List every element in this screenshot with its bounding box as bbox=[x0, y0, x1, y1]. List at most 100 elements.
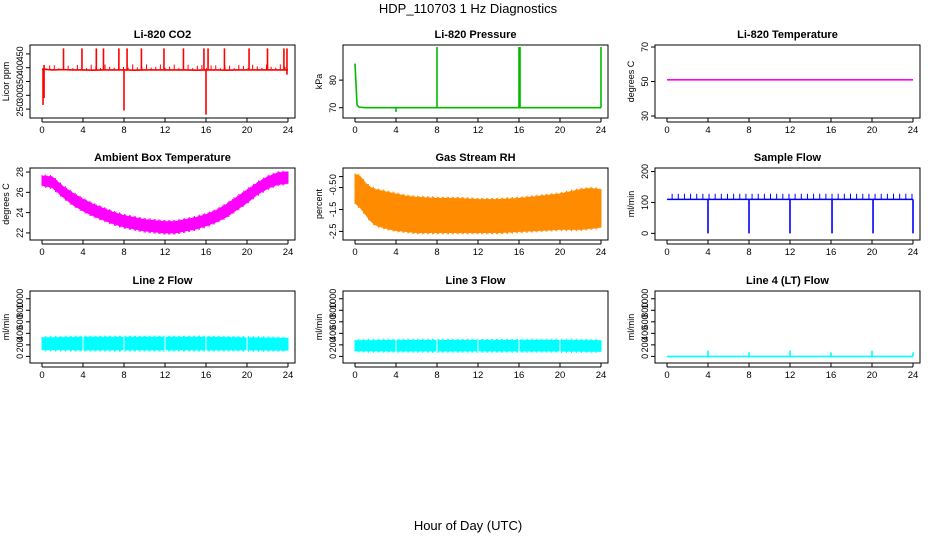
plot-frame bbox=[342, 167, 609, 241]
panel-title: Line 2 Flow bbox=[133, 275, 193, 287]
y-tick-label: 0 bbox=[640, 354, 650, 359]
x-axis-caption: Hour of Day (UTC) bbox=[413, 518, 523, 533]
x-tick-label: 8 bbox=[746, 247, 751, 258]
panel-title: Ambient Box Temperature bbox=[94, 152, 231, 164]
x-tick-label: 0 bbox=[664, 247, 669, 258]
panel-title: Line 3 Flow bbox=[446, 275, 506, 287]
x-tick-label: 16 bbox=[201, 125, 212, 136]
x-tick-label: 12 bbox=[160, 125, 171, 136]
y-tick-label: 250 bbox=[15, 102, 25, 117]
y-tick-label: 0 bbox=[640, 231, 650, 236]
y-tick-label: 800 bbox=[15, 303, 25, 318]
y-tick-label: 22 bbox=[15, 228, 25, 238]
y-tick-label: 0 bbox=[328, 354, 338, 359]
y-tick-label: 400 bbox=[15, 326, 25, 341]
x-tick-label: 20 bbox=[242, 370, 253, 381]
plot-frame bbox=[654, 167, 921, 241]
y-tick-label: 400 bbox=[640, 326, 650, 341]
x-tick-label: 12 bbox=[473, 125, 484, 136]
x-tick-label: 20 bbox=[555, 125, 566, 136]
panel-2: Li-820 Temperature degrees C 0 4 8 12 16 20 24 30… bbox=[626, 29, 921, 136]
y-tick-label: 1000 bbox=[328, 289, 338, 309]
y-axis-label: degrees C bbox=[1, 183, 11, 225]
x-tick-label: 0 bbox=[664, 125, 669, 136]
x-tick-label: 16 bbox=[201, 370, 212, 381]
x-tick-label: 4 bbox=[705, 247, 710, 258]
y-tick-label: 450 bbox=[15, 46, 25, 61]
x-tick-label: 8 bbox=[121, 370, 126, 381]
x-tick-label: 16 bbox=[826, 125, 837, 136]
y-tick-label: 0 bbox=[328, 174, 338, 179]
y-tick-label: 600 bbox=[640, 314, 650, 329]
x-tick-label: 4 bbox=[80, 370, 85, 381]
x-tick-label: 4 bbox=[80, 125, 85, 136]
panel-8: Line 4 (LT) Flow ml/min 0 4 8 12 16 20 24 0 200400… bbox=[626, 275, 921, 381]
x-tick-label: 8 bbox=[434, 125, 439, 136]
panel-title: Line 4 (LT) Flow bbox=[746, 275, 829, 287]
y-axis-label: ml/min bbox=[626, 314, 636, 341]
series-line bbox=[354, 63, 601, 109]
y-tick-label: 200 bbox=[640, 337, 650, 352]
y-axis-label: ml/min bbox=[314, 314, 324, 341]
panel-4: Gas Stream RH percent 0 4 8 12 16 20 24 -2.5 -1.5 -… bbox=[314, 152, 609, 258]
y-tick-label: 600 bbox=[328, 314, 338, 329]
x-tick-label: 4 bbox=[393, 247, 398, 258]
y-tick-label: 600 bbox=[15, 314, 25, 329]
x-tick-label: 8 bbox=[746, 125, 751, 136]
panel-1: Li-820 Pressure kPa 0 4 8 12 16 20 24 70 80 bbox=[314, 29, 609, 136]
x-tick-label: 24 bbox=[283, 247, 294, 258]
x-tick-label: 16 bbox=[514, 370, 525, 381]
x-tick-label: 20 bbox=[555, 370, 566, 381]
x-tick-label: 12 bbox=[473, 247, 484, 258]
x-tick-label: 20 bbox=[867, 370, 878, 381]
y-tick-label: -2.5 bbox=[328, 224, 338, 240]
figure-title: HDP_110703 1 Hz Diagnostics bbox=[378, 1, 558, 16]
panel-title: Sample Flow bbox=[754, 152, 822, 164]
y-axis-label: kPa bbox=[314, 74, 324, 90]
y-tick-label: 400 bbox=[328, 326, 338, 341]
y-tick-label: 1000 bbox=[640, 289, 650, 309]
y-tick-label: 26 bbox=[15, 187, 25, 197]
panel-title: Gas Stream RH bbox=[435, 152, 515, 164]
x-tick-label: 4 bbox=[80, 247, 85, 258]
y-tick-label: 70 bbox=[640, 42, 650, 52]
panel-title: Li-820 Pressure bbox=[435, 29, 517, 41]
x-tick-label: 20 bbox=[867, 247, 878, 258]
x-tick-label: 16 bbox=[201, 247, 212, 258]
x-tick-label: 24 bbox=[908, 125, 919, 136]
panel-6: Line 2 Flow ml/min 0 4 8 12 16 20 24 0 20040060080… bbox=[1, 275, 296, 381]
x-tick-label: 12 bbox=[785, 370, 796, 381]
x-tick-label: 24 bbox=[283, 370, 294, 381]
panel-title: Li-820 Temperature bbox=[737, 29, 838, 41]
y-tick-label: 24 bbox=[15, 208, 25, 218]
x-tick-label: 4 bbox=[705, 125, 710, 136]
x-tick-label: 24 bbox=[596, 247, 607, 258]
x-tick-label: 16 bbox=[514, 247, 525, 258]
panel-3: Ambient Box Temperature degrees C 0 4 8 12 16 2… bbox=[1, 152, 296, 258]
plot-frame bbox=[342, 290, 609, 364]
y-tick-label: 30 bbox=[640, 111, 650, 121]
x-tick-label: 4 bbox=[393, 125, 398, 136]
x-tick-label: 24 bbox=[908, 247, 919, 258]
y-tick-label: 300 bbox=[15, 88, 25, 103]
x-tick-label: 0 bbox=[39, 370, 44, 381]
x-tick-label: 20 bbox=[242, 247, 253, 258]
x-tick-label: 24 bbox=[283, 125, 294, 136]
x-tick-label: 8 bbox=[121, 125, 126, 136]
x-tick-label: 16 bbox=[514, 125, 525, 136]
plot-frame bbox=[654, 44, 921, 119]
x-tick-label: 4 bbox=[393, 370, 398, 381]
x-tick-label: 24 bbox=[596, 125, 607, 136]
y-axis-label: degrees C bbox=[626, 60, 636, 102]
y-tick-label: 80 bbox=[328, 75, 338, 85]
x-tick-label: 0 bbox=[352, 370, 357, 381]
y-tick-label: 200 bbox=[640, 164, 650, 179]
y-tick-label: 400 bbox=[15, 60, 25, 75]
y-tick-label: 1000 bbox=[15, 289, 25, 309]
plot-frame bbox=[29, 290, 296, 364]
plot-frame bbox=[654, 290, 921, 364]
x-tick-label: 12 bbox=[160, 370, 171, 381]
y-axis-label: Licor ppm bbox=[1, 62, 11, 102]
x-tick-label: 0 bbox=[39, 247, 44, 258]
series-noise bbox=[41, 170, 288, 235]
